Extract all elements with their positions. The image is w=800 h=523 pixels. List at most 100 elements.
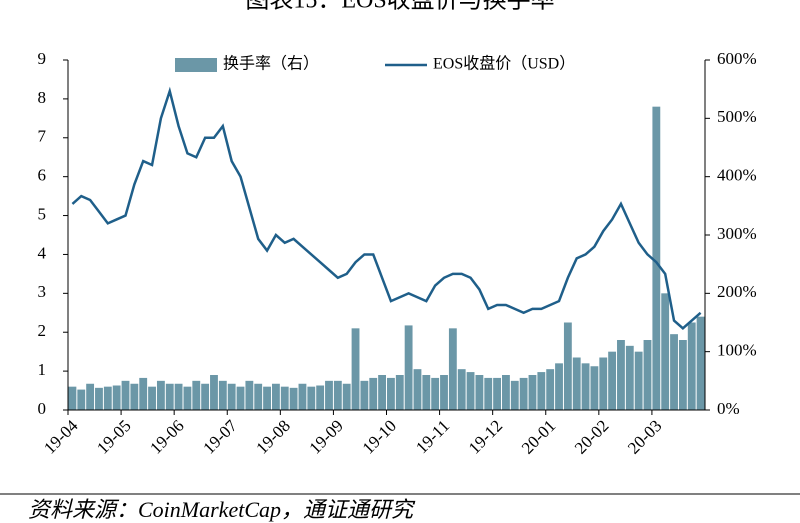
source: 资料来源：CoinMarketCap，通证通研究 xyxy=(28,497,416,522)
x-tick-label: 19-05 xyxy=(93,416,134,457)
bar xyxy=(475,375,484,410)
bar xyxy=(316,385,325,410)
bar xyxy=(440,375,448,410)
legend-swatch xyxy=(175,58,217,72)
bar xyxy=(581,363,590,410)
bar xyxy=(271,383,280,410)
bar xyxy=(484,377,493,410)
bar xyxy=(333,380,342,410)
bar xyxy=(634,351,643,410)
x-tick-label: 19-11 xyxy=(412,416,453,457)
x-tick-label: 19-10 xyxy=(359,416,400,457)
bar xyxy=(519,377,528,410)
x-tick-label: 19-09 xyxy=(306,416,347,457)
bar xyxy=(289,387,298,410)
y2-tick-label: 500% xyxy=(717,107,757,126)
chart-title: 图表15：EOS收盘价与换手率 xyxy=(245,0,554,14)
bar xyxy=(652,106,661,411)
bar xyxy=(165,383,174,410)
bar xyxy=(86,383,95,410)
bar xyxy=(617,340,625,410)
bar xyxy=(95,387,103,410)
bar xyxy=(156,380,165,410)
bar xyxy=(625,345,634,410)
bar xyxy=(608,351,617,410)
bar xyxy=(112,385,121,410)
bar xyxy=(493,377,502,410)
bar xyxy=(555,363,563,410)
bar xyxy=(307,386,316,410)
y2-tick-label: 600% xyxy=(717,49,757,68)
bar xyxy=(643,340,652,410)
bar xyxy=(422,375,431,410)
bar xyxy=(236,386,245,410)
bar xyxy=(457,369,466,410)
bar xyxy=(201,383,210,410)
bar xyxy=(121,380,130,410)
bar xyxy=(404,325,413,410)
y-tick-label: 2 xyxy=(38,321,47,340)
y2-tick-label: 400% xyxy=(717,166,757,185)
x-tick-label: 19-04 xyxy=(40,416,82,458)
y-tick-label: 1 xyxy=(38,360,47,379)
bar xyxy=(77,389,86,410)
bar xyxy=(369,377,378,410)
bar xyxy=(148,386,156,410)
bar xyxy=(174,383,183,410)
bar xyxy=(448,328,457,410)
y-tick-label: 5 xyxy=(38,204,47,223)
y-tick-label: 4 xyxy=(38,243,47,262)
y-tick-label: 3 xyxy=(38,282,47,301)
bar xyxy=(263,386,271,410)
bar xyxy=(325,380,333,410)
bar xyxy=(466,372,475,410)
legend-label: 换手率（右） xyxy=(223,55,319,73)
bar xyxy=(183,386,192,410)
bar xyxy=(413,369,422,410)
bar xyxy=(395,375,404,410)
bar xyxy=(572,357,581,410)
bar xyxy=(342,383,351,410)
bar xyxy=(227,383,236,410)
x-tick-label: 20-02 xyxy=(571,416,612,457)
bar xyxy=(687,322,696,410)
bar xyxy=(360,380,369,410)
bar xyxy=(510,380,519,410)
y-tick-label: 8 xyxy=(38,88,47,107)
bar xyxy=(68,386,77,410)
y-tick-label: 7 xyxy=(38,127,47,146)
y2-tick-label: 0% xyxy=(717,399,740,418)
bar xyxy=(218,380,227,410)
x-tick-label: 19-12 xyxy=(465,416,506,457)
y-tick-label: 0 xyxy=(38,399,47,418)
bar xyxy=(696,316,705,410)
bar xyxy=(678,340,687,410)
x-tick-label: 19-06 xyxy=(146,416,187,457)
bar xyxy=(502,375,510,410)
y2-tick-label: 300% xyxy=(717,224,757,243)
bar xyxy=(192,380,201,410)
y-tick-label: 9 xyxy=(38,49,47,68)
bar xyxy=(254,383,263,410)
bar xyxy=(103,386,112,410)
bar xyxy=(528,375,537,410)
bar xyxy=(563,322,572,410)
bar xyxy=(590,366,599,410)
bar xyxy=(670,334,678,410)
bar xyxy=(546,369,555,410)
legend-label: EOS收盘价（USD） xyxy=(433,54,575,73)
bar xyxy=(245,380,254,410)
bar xyxy=(537,372,546,410)
bar xyxy=(387,377,395,410)
bar xyxy=(431,377,440,410)
x-tick-label: 19-08 xyxy=(252,416,293,457)
bar xyxy=(599,357,608,410)
bar xyxy=(280,386,289,410)
bar xyxy=(351,328,360,410)
y2-tick-label: 200% xyxy=(717,282,757,301)
x-tick-label: 20-01 xyxy=(518,416,559,457)
bar xyxy=(298,383,307,410)
x-tick-label: 20-03 xyxy=(624,416,665,457)
